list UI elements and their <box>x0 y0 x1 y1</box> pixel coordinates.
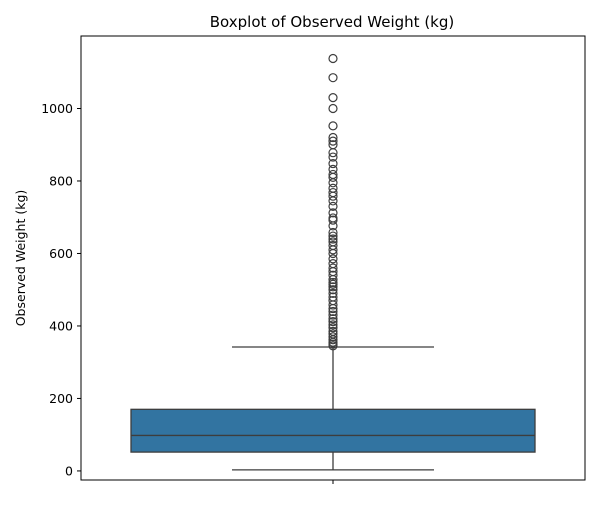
outlier-point <box>328 320 338 330</box>
outlier-point <box>328 201 338 211</box>
outlier-point <box>328 136 338 146</box>
outlier-point <box>328 234 338 244</box>
outlier-point <box>328 317 338 327</box>
y-tick-label: 0 <box>65 463 73 478</box>
outlier-point <box>328 103 338 114</box>
outlier-point <box>328 329 338 339</box>
outlier-point <box>328 93 338 103</box>
outlier-point <box>328 187 338 198</box>
outlier-point <box>328 292 338 302</box>
outlier-point <box>328 140 338 150</box>
outlier-point <box>328 282 338 292</box>
outlier-point <box>328 270 338 280</box>
y-tick-label: 400 <box>49 318 73 333</box>
outlier-point <box>328 183 338 193</box>
outlier-point <box>328 295 338 306</box>
outlier-point <box>328 285 338 295</box>
outlier-point <box>328 237 338 247</box>
outlier-point <box>328 169 338 180</box>
outlier-point <box>328 288 338 298</box>
y-tick-label: 600 <box>49 246 73 261</box>
outlier-point <box>328 213 338 223</box>
outlier-point <box>328 53 338 64</box>
outlier-point <box>328 323 338 333</box>
outlier-point <box>328 132 338 143</box>
outlier-point <box>328 240 338 251</box>
outlier-point <box>328 277 338 288</box>
y-axis-label: Observed Weight (kg) <box>13 190 28 327</box>
plot-area: 0 200 400 600 800 1000 <box>41 35 586 484</box>
chart-title: Boxplot of Observed Weight (kg) <box>210 13 455 31</box>
outlier-point <box>328 152 338 162</box>
outlier-point <box>328 332 338 342</box>
outlier-point <box>328 254 338 264</box>
outlier-point <box>328 326 338 336</box>
y-tick-label: 800 <box>49 173 73 188</box>
outlier-point <box>328 263 338 273</box>
y-tick-label: 200 <box>49 391 73 406</box>
y-tick-label: 1000 <box>41 101 73 116</box>
outlier-point <box>328 73 338 83</box>
outlier-point <box>328 314 338 324</box>
outlier-point <box>328 208 338 218</box>
iqr-box <box>130 408 536 453</box>
outlier-point <box>328 259 338 269</box>
outlier-point <box>328 196 338 206</box>
outlier-point <box>328 306 338 317</box>
outlier-point <box>328 164 338 174</box>
outlier-point <box>328 310 338 320</box>
outlier-point <box>328 231 338 241</box>
outlier-point <box>328 158 338 169</box>
outlier-point <box>328 227 338 238</box>
outlier-point <box>328 121 338 131</box>
